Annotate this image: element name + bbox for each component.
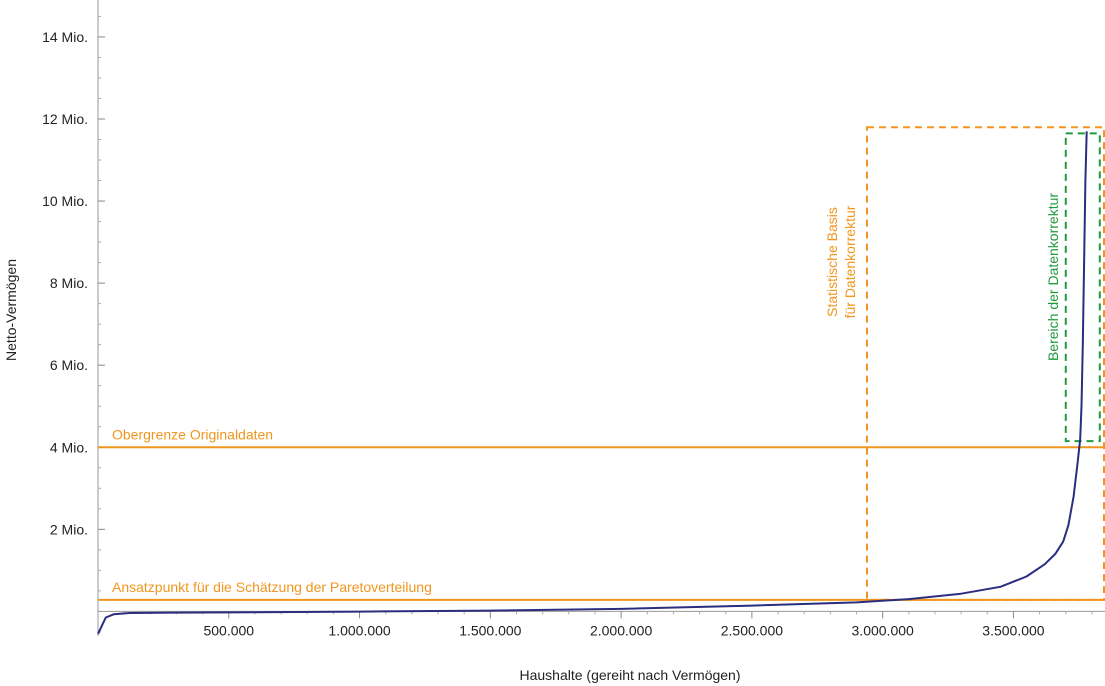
hline-label-1: Ansatzpunkt für die Schätzung der Pareto… — [112, 579, 432, 595]
y-tick-label: 10 Mio. — [42, 193, 88, 209]
x-tick-label: 3.000.000 — [852, 622, 914, 638]
y-tick-label: 6 Mio. — [50, 357, 88, 373]
y-tick-label: 14 Mio. — [42, 29, 88, 45]
dashed-box-0 — [865, 126, 1105, 601]
y-tick-label: 12 Mio. — [42, 111, 88, 127]
y-tick-label: 8 Mio. — [50, 275, 88, 291]
y-axis-ticks: 2 Mio. 4 Mio. 6 Mio. 8 Mio. 10 Mio. 12 Mio. 14… — [42, 29, 105, 537]
box-label-0-0: Statistische Basis — [824, 207, 840, 317]
x-tick-label: 2.000.000 — [590, 622, 652, 638]
dashed-box-1 — [1064, 132, 1101, 443]
x-axis-title: Haushalte (gereiht nach Vermögen) — [519, 667, 740, 683]
x-tick-label: 1.500.000 — [459, 622, 521, 638]
series-layer — [97, 131, 1088, 635]
box-label-1-0: Bereich der Datenkorrektur — [1045, 193, 1061, 361]
x-tick-label: 500.000 — [203, 622, 254, 638]
series-line-0 — [97, 131, 1088, 635]
hline-label-0: Obergrenze Originaldaten — [112, 426, 273, 442]
y-axis-title: Netto-Vermögen — [3, 259, 19, 361]
x-tick-label: 1.000.000 — [328, 622, 390, 638]
annotations: Obergrenze Originaldaten Ansatzpunkt für … — [98, 126, 1105, 601]
y-tick-label: 2 Mio. — [50, 521, 88, 537]
x-tick-label: 3.500.000 — [982, 622, 1044, 638]
y-tick-label: 4 Mio. — [50, 439, 88, 455]
x-axis-ticks: 500.000 1.000.000 1.500.000 2.000.000 2.500.… — [203, 611, 1045, 638]
box-label-0-1: für Datenkorrektur — [842, 205, 858, 318]
axes — [97, 0, 1105, 636]
x-tick-label: 2.500.000 — [721, 622, 783, 638]
